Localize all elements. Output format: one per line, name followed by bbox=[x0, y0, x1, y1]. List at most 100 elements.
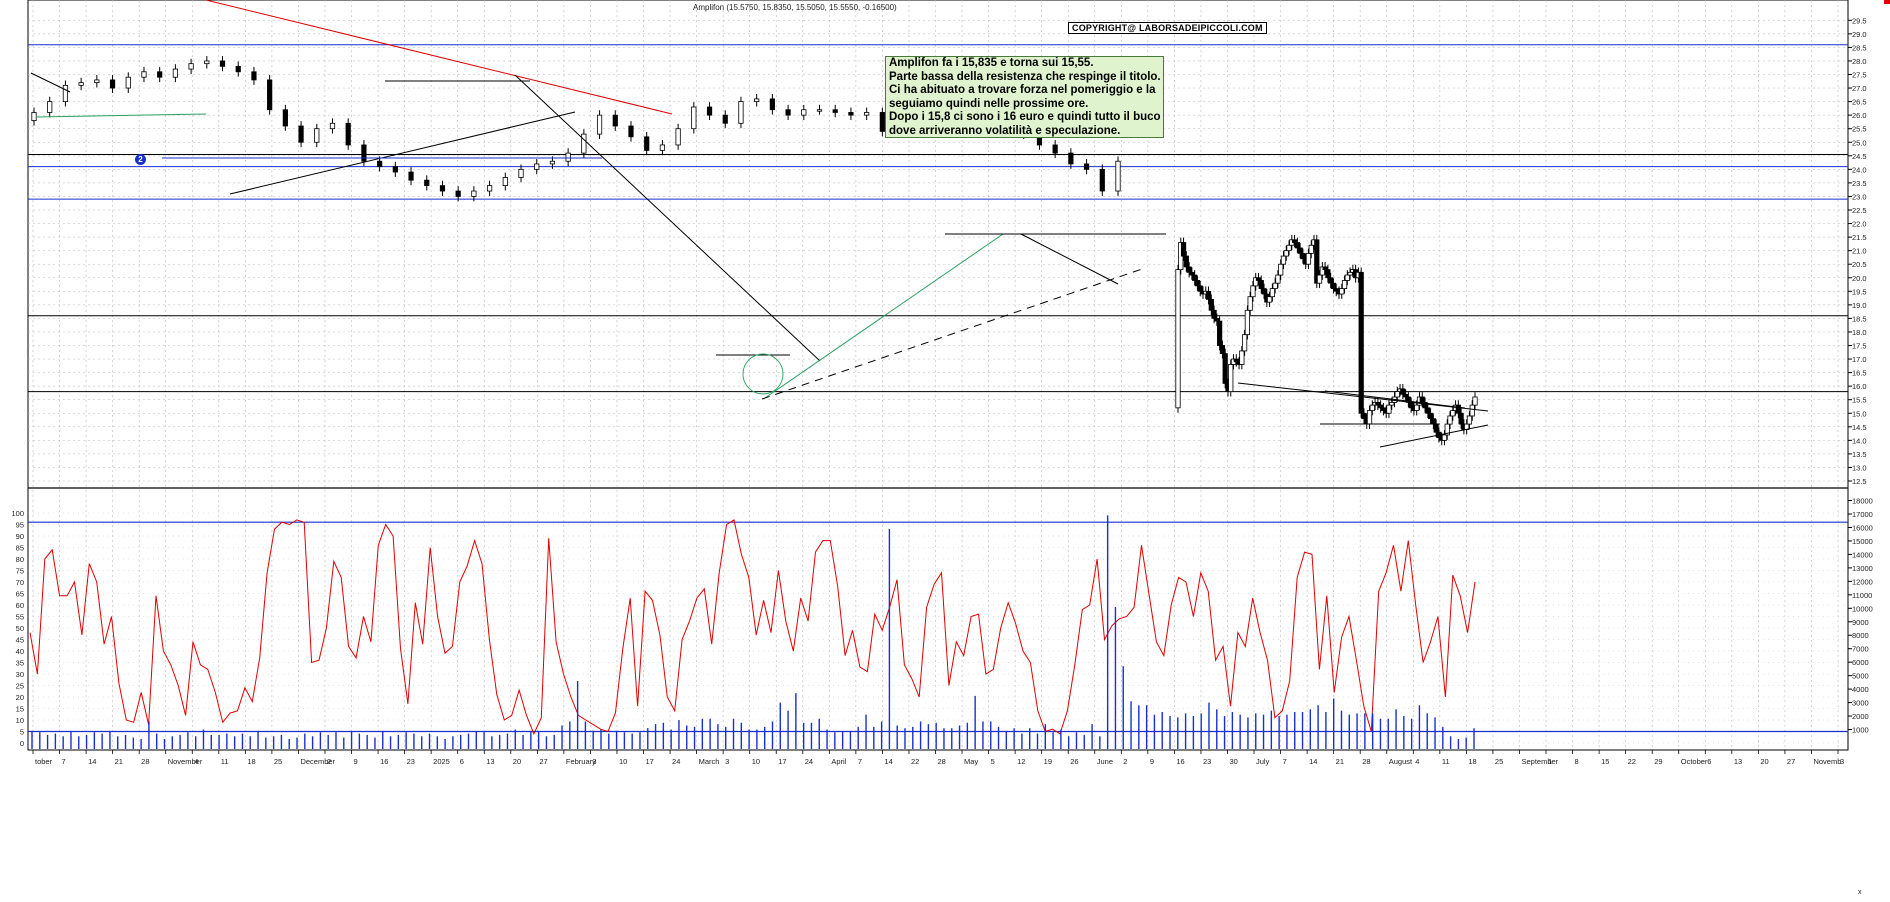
candle-body bbox=[486, 185, 493, 192]
candle bbox=[1389, 397, 1395, 410]
candle bbox=[172, 64, 178, 83]
candle bbox=[109, 75, 116, 93]
candle bbox=[486, 180, 493, 196]
candle bbox=[204, 56, 210, 69]
x-tick-label: 8 bbox=[1575, 757, 1579, 766]
candle bbox=[1275, 270, 1281, 289]
y-tick-label: 5000 bbox=[1852, 672, 1869, 681]
candle-body bbox=[1369, 404, 1375, 411]
x-tick-label: 9 bbox=[354, 757, 358, 766]
candle-body bbox=[1194, 280, 1201, 287]
candle bbox=[1052, 140, 1058, 158]
candle bbox=[879, 107, 885, 137]
x-tick-label: 23 bbox=[407, 757, 415, 766]
y-tick-label: 80 bbox=[16, 555, 24, 564]
x-tick-label: 21 bbox=[115, 757, 123, 766]
trend-line bbox=[30, 72, 71, 93]
candle-body bbox=[1328, 277, 1334, 284]
candle-body bbox=[1339, 288, 1345, 295]
candle bbox=[282, 104, 288, 131]
candle-body bbox=[267, 79, 273, 111]
candle-body bbox=[219, 60, 226, 67]
note-line: seguiamo quindi nelle prossime ore. bbox=[889, 97, 1089, 110]
candle bbox=[1242, 329, 1248, 356]
candle-body bbox=[282, 109, 288, 127]
candle bbox=[1180, 237, 1187, 261]
x-tick-label: 3 bbox=[725, 757, 729, 766]
candle bbox=[1217, 316, 1223, 351]
x-tick-label: December bbox=[300, 757, 335, 766]
candle bbox=[691, 102, 697, 134]
candle-body bbox=[1316, 274, 1323, 284]
candle-body bbox=[754, 98, 760, 102]
y-tick-label: 13000 bbox=[1852, 564, 1873, 573]
candle-body bbox=[1444, 423, 1450, 436]
y-tick-label: 50 bbox=[16, 624, 24, 633]
candle-body bbox=[1280, 255, 1287, 265]
candle-body bbox=[1469, 404, 1475, 417]
x-tick-label: 19 bbox=[1044, 757, 1052, 766]
y-tick-label: 55 bbox=[16, 613, 24, 622]
candle-body bbox=[1099, 168, 1105, 192]
candle bbox=[455, 186, 461, 202]
candle-body bbox=[1308, 244, 1314, 254]
y-tick-label: 5 bbox=[20, 728, 24, 737]
candle-body bbox=[1217, 320, 1223, 346]
candle bbox=[1283, 245, 1289, 261]
candle-body bbox=[596, 114, 603, 135]
y-tick-label: 14.5 bbox=[1852, 423, 1867, 432]
candle-body bbox=[1300, 252, 1306, 260]
x-tick-label: 20 bbox=[1760, 757, 1768, 766]
candle-body bbox=[251, 71, 257, 81]
candle bbox=[1192, 270, 1198, 286]
y-tick-label: 30 bbox=[16, 670, 24, 679]
candle bbox=[392, 161, 398, 177]
candle bbox=[864, 107, 870, 121]
candle bbox=[1222, 348, 1228, 389]
candle bbox=[1294, 237, 1300, 253]
candle-body bbox=[188, 63, 194, 70]
candle-body bbox=[1319, 266, 1325, 276]
candle-body bbox=[1269, 288, 1275, 298]
candle-body bbox=[1233, 358, 1239, 363]
candle bbox=[1314, 234, 1320, 289]
x-tick-label: Novemb bbox=[1813, 757, 1841, 766]
candle bbox=[31, 107, 37, 126]
x-tick-label: 12 bbox=[1017, 757, 1025, 766]
candle-body bbox=[1430, 418, 1436, 425]
candle-body bbox=[1322, 266, 1328, 271]
candle-body bbox=[471, 190, 477, 197]
candle-body bbox=[47, 101, 53, 113]
candle-body bbox=[172, 68, 178, 78]
y-tick-label: 15000 bbox=[1852, 537, 1873, 546]
candle-body bbox=[1255, 277, 1262, 281]
y-tick-label: 15.5 bbox=[1852, 396, 1867, 405]
candle bbox=[1083, 159, 1090, 175]
y-tick-label: 14.0 bbox=[1852, 436, 1867, 445]
y-tick-label: 85 bbox=[16, 544, 24, 553]
x-tick-label: July bbox=[1256, 757, 1270, 766]
y-tick-label: 16.5 bbox=[1852, 369, 1867, 378]
y-tick-label: 16.0 bbox=[1852, 382, 1867, 391]
y-tick-label: 11000 bbox=[1852, 591, 1872, 600]
candle bbox=[518, 164, 524, 183]
candle-body bbox=[1242, 334, 1248, 352]
x-tick-label: 10 bbox=[619, 757, 627, 766]
candle bbox=[471, 186, 477, 202]
candle-body bbox=[659, 144, 666, 151]
candle bbox=[62, 80, 69, 107]
candle bbox=[1068, 148, 1074, 169]
candle-body bbox=[1219, 345, 1226, 355]
x-tick-label: 3 bbox=[1840, 757, 1844, 766]
instrument-header: Amplifon (15.5750, 15.8350, 15.5050, 15.… bbox=[693, 3, 897, 12]
candle bbox=[188, 58, 194, 74]
y-tick-label: 18000 bbox=[1852, 497, 1873, 506]
candle bbox=[706, 102, 713, 121]
candle bbox=[1330, 278, 1337, 294]
candle-body bbox=[518, 168, 524, 178]
candle-body bbox=[1275, 274, 1281, 284]
candle-body bbox=[801, 109, 807, 116]
y-tick-label: 3000 bbox=[1852, 699, 1869, 708]
y-tick-label: 20.0 bbox=[1852, 274, 1867, 283]
y-tick-label: 21.0 bbox=[1852, 247, 1867, 256]
